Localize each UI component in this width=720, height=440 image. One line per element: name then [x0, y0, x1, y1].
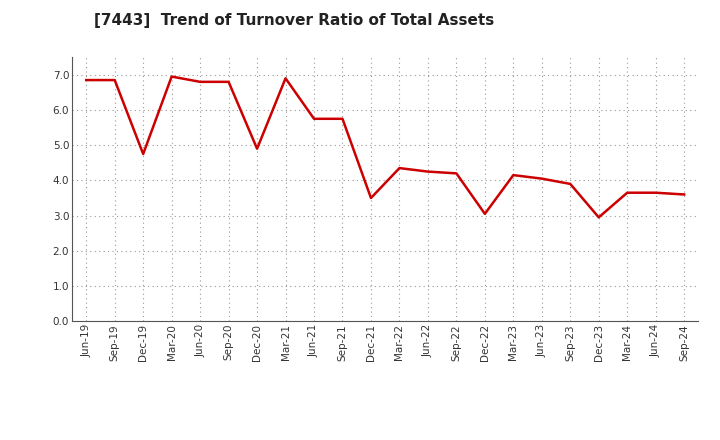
Text: [7443]  Trend of Turnover Ratio of Total Assets: [7443] Trend of Turnover Ratio of Total …	[94, 13, 494, 28]
